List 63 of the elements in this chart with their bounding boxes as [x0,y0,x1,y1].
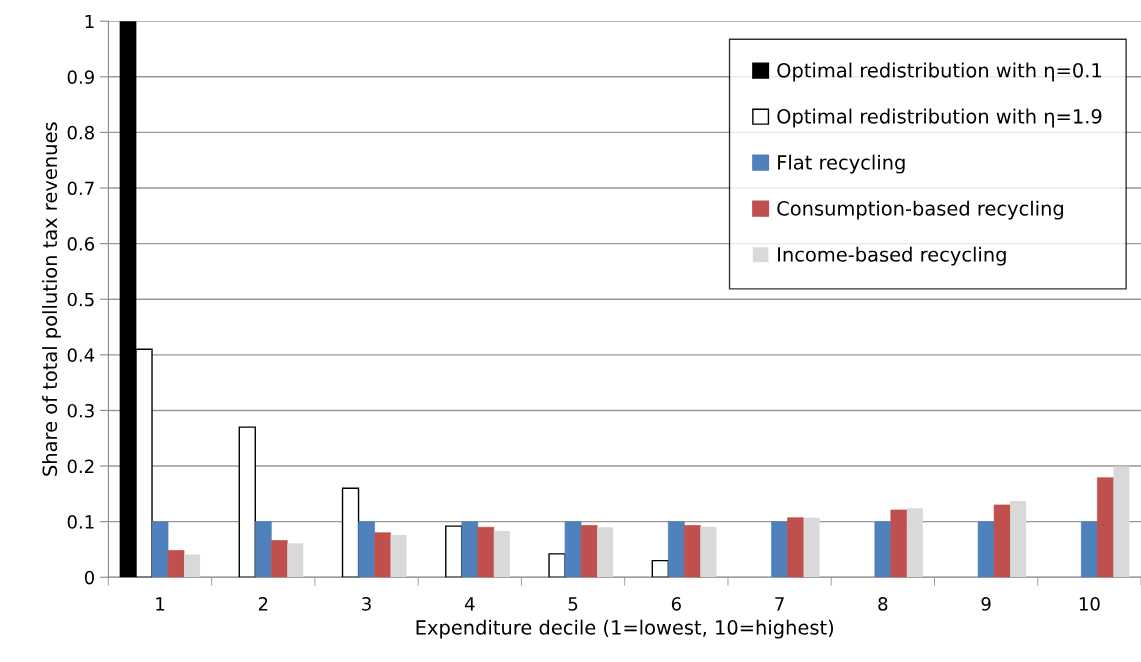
x-tick-label: 4 [464,597,475,611]
y-tick-label: 0.3 [67,403,94,418]
x-tick-label: 8 [878,597,888,611]
bar [564,521,582,578]
x-tick-label: 5 [568,597,578,611]
bar [445,525,463,578]
bar [270,540,288,578]
y-tick-label: 1 [85,14,94,29]
bar [1097,477,1114,578]
legend-label: Flat recycling [778,154,905,174]
bar [977,521,995,578]
bar [580,525,598,578]
y-tick-label: 0.8 [67,125,94,140]
bar [1081,521,1098,578]
bar [787,517,804,578]
bar [167,550,185,578]
x-tick-label: 2 [258,597,268,611]
y-tick-label: 0.2 [67,459,94,474]
y-tick-label: 0.4 [67,348,95,362]
bar [667,521,685,578]
bar [358,521,375,578]
bar [287,543,304,578]
x-axis-title: Expenditure decile (1=lowest, 10=highest) [416,619,834,639]
bar [1113,466,1130,578]
bar [238,426,256,578]
legend-label: Optimal redistribution with η=1.9 [777,108,1102,128]
legend-label: Consumption-based recycling [777,200,1063,220]
x-tick-label: 10 [1079,597,1100,611]
x-tick-label: 9 [981,597,991,611]
bar [254,521,272,578]
bar [874,521,892,578]
y-tick-label: 0.7 [67,181,94,196]
x-tick-label: 7 [775,597,784,611]
bar [1010,501,1027,578]
x-tick-label: 1 [156,597,165,611]
x-tick-label: 3 [362,597,371,611]
y-tick-label: 0.5 [67,292,94,307]
y-tick-label: 0 [84,570,94,585]
bar [548,553,566,578]
bar [803,517,820,578]
bar [906,508,923,578]
y-tick-label: 0.6 [67,237,95,251]
bar [461,521,479,578]
legend-label: Optimal redistribution with η=0.1 [777,62,1101,82]
legend-label: Income-based recycling [778,246,1006,266]
bar [651,559,670,578]
bar [390,535,407,578]
bar [151,521,169,578]
x-tick-label: 6 [671,597,681,611]
bar [700,526,717,578]
bar [477,526,495,578]
y-tick-label: 0.9 [67,70,94,84]
bar [341,487,360,578]
bar [493,531,510,578]
bar [374,532,391,578]
y-tick-label: 0.1 [67,515,94,529]
y-axis-title: Share of total pollution tax revenues [42,122,61,476]
bar [771,521,788,578]
bar [890,509,908,578]
bar [993,504,1011,578]
bar [597,527,614,578]
bar [683,525,701,578]
bar [184,554,201,578]
